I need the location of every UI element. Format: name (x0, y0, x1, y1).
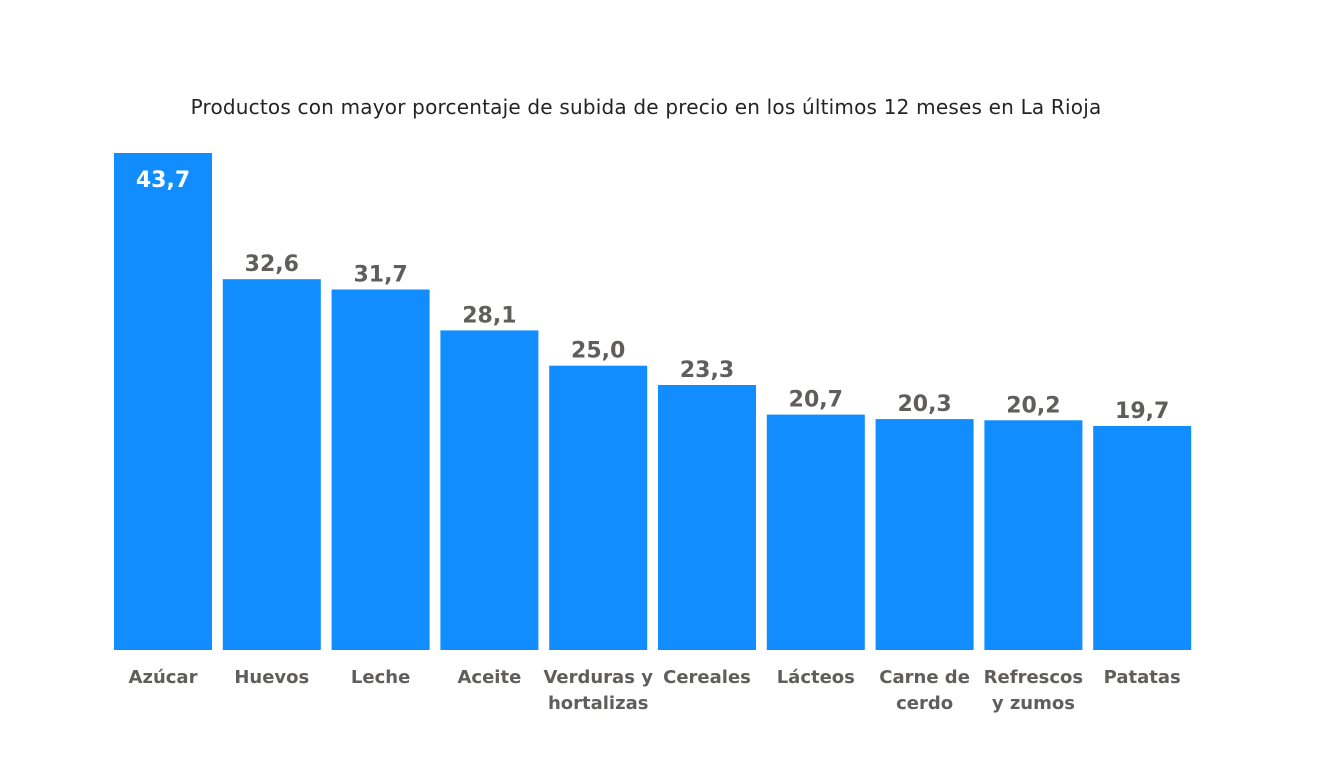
data-label-6: 20,7 (789, 388, 843, 413)
bar-4 (549, 365, 648, 650)
data-label-9: 19,7 (1115, 399, 1169, 424)
category-label-0: Azúcar (129, 667, 198, 688)
data-label-5: 23,3 (680, 358, 734, 383)
bar-3 (440, 330, 539, 650)
data-label-8: 20,2 (1006, 393, 1060, 418)
category-label-1: Huevos (234, 667, 309, 688)
category-label-3: Aceite (458, 667, 522, 688)
category-label-5: Cereales (663, 667, 751, 688)
bar-6 (766, 414, 865, 650)
bar-2 (331, 289, 430, 650)
bar-1 (222, 279, 321, 650)
category-label-9: Patatas (1104, 667, 1181, 688)
category-label-2: Leche (351, 667, 410, 688)
chart-title: Productos con mayor porcentaje de subida… (190, 95, 1102, 119)
category-label-8: Refrescos y zumos (984, 667, 1083, 714)
category-label-4: Verduras y hortalizas (543, 667, 653, 714)
bar-7 (875, 419, 974, 650)
category-label-7: Carne de cerdo (879, 667, 970, 714)
bar-9 (1093, 426, 1192, 650)
bar-8 (984, 420, 1083, 650)
data-label-3: 28,1 (462, 303, 516, 328)
bar-0 (114, 153, 212, 650)
data-label-4: 25,0 (571, 339, 625, 364)
bar-5 (658, 385, 756, 650)
data-label-7: 20,3 (897, 392, 951, 417)
data-label-2: 31,7 (353, 263, 407, 288)
category-label-6: Lácteos (777, 667, 855, 688)
data-label-1: 32,6 (245, 252, 299, 277)
data-label-0: 43,7 (136, 168, 190, 193)
